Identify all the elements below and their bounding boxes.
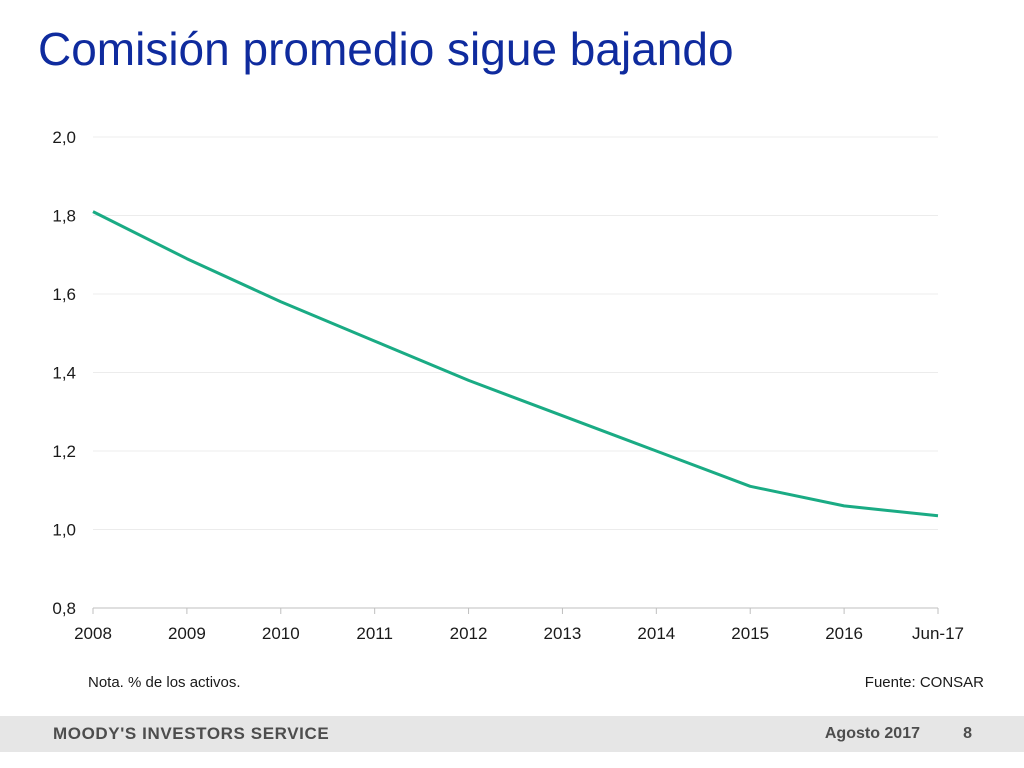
x-tick-label: 2015 bbox=[731, 624, 769, 643]
footer-brand: MOODY'S INVESTORS SERVICE bbox=[53, 724, 330, 743]
y-tick-label: 2,0 bbox=[52, 128, 76, 147]
x-axis-labels: 2008 2009 2010 2011 2012 2013 2014 2015 2016 Jun-… bbox=[74, 624, 964, 643]
x-tick-label: Jun-17 bbox=[912, 624, 964, 643]
x-tick-label: 2008 bbox=[74, 624, 112, 643]
y-tick-label: 1,6 bbox=[52, 285, 76, 304]
y-tick-label: 1,2 bbox=[52, 442, 76, 461]
line-chart: 0,81,01,21,41,61,82,0 2008 2009 2010 2011 20… bbox=[52, 128, 964, 643]
chart-note: Nota. % de los activos. bbox=[88, 674, 241, 691]
y-axis-labels: 0,8 1,0 1,2 1,4 1,6 1,8 2,0 bbox=[52, 128, 76, 618]
y-tick-label: 1,0 bbox=[52, 521, 76, 540]
series-line bbox=[92, 210, 939, 518]
x-tick-label: 2010 bbox=[262, 624, 300, 643]
slide-title: Comisión promedio sigue bajando bbox=[38, 23, 734, 75]
x-tick-label: 2016 bbox=[825, 624, 863, 643]
series bbox=[92, 210, 939, 518]
y-tick-label: 1,4 bbox=[52, 364, 76, 383]
page-number: 8 bbox=[963, 725, 972, 742]
y-tick-label: 1,8 bbox=[52, 207, 76, 226]
x-axis bbox=[92, 607, 939, 614]
footer-bar: MOODY'S INVESTORS SERVICE Agosto 2017 8 bbox=[0, 716, 1024, 752]
x-tick-label: 2012 bbox=[450, 624, 488, 643]
gridlines bbox=[93, 136, 938, 530]
x-tick-label: 2014 bbox=[637, 624, 675, 643]
chart-source: Fuente: CONSAR bbox=[864, 674, 984, 691]
y-tick-label: 0,8 bbox=[52, 599, 76, 618]
footer-date: Agosto 2017 bbox=[824, 725, 920, 742]
x-tick-label: 2009 bbox=[168, 624, 206, 643]
x-tick-label: 2011 bbox=[356, 624, 393, 643]
x-tick-label: 2013 bbox=[544, 624, 582, 643]
